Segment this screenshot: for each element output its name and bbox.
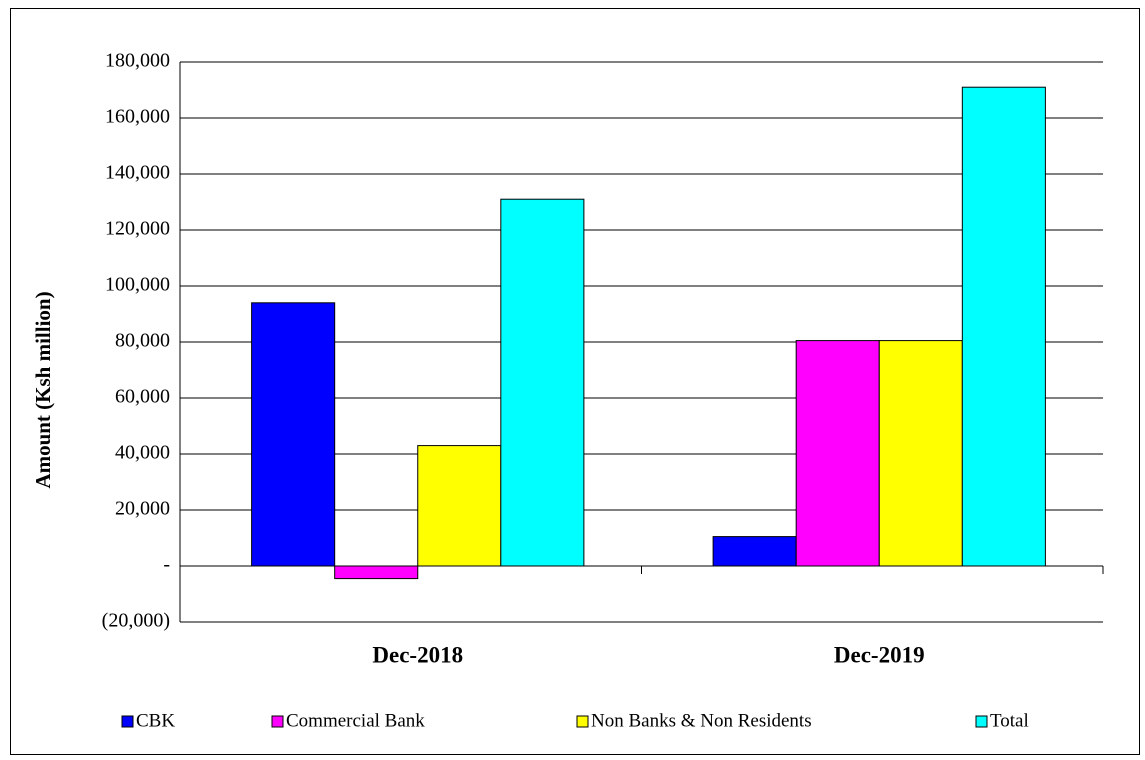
y-tick-label: 80,000 [115, 330, 170, 352]
y-tick-label: - [163, 554, 170, 576]
bar [795, 340, 880, 567]
x-tick-label: Dec-2019 [834, 642, 925, 667]
x-tick-label: Dec-2018 [372, 642, 463, 667]
y-tick-label: (20,000) [102, 610, 170, 632]
legend-label: Commercial Bank [286, 710, 425, 731]
bar [712, 536, 797, 567]
bar [961, 86, 1046, 567]
bar [500, 198, 585, 567]
bar [334, 565, 419, 580]
y-tick-label: 100,000 [105, 274, 170, 296]
bar [878, 340, 963, 567]
legend-label: CBK [136, 710, 175, 731]
y-tick-label: 20,000 [115, 498, 170, 520]
y-tick-label: 180,000 [105, 50, 170, 72]
y-tick-label: 160,000 [105, 106, 170, 128]
legend-label: Total [990, 710, 1029, 731]
legend-swatch [576, 715, 589, 728]
y-tick-label: 60,000 [115, 386, 170, 408]
bar [417, 445, 502, 567]
bar [251, 302, 336, 567]
legend-swatch [975, 715, 988, 728]
y-tick-label: 40,000 [115, 442, 170, 464]
y-tick-label: 120,000 [105, 218, 170, 240]
legend-swatch [271, 715, 284, 728]
y-tick-label: 140,000 [105, 162, 170, 184]
legend-label: Non Banks & Non Residents [591, 710, 812, 731]
legend-swatch [121, 715, 134, 728]
y-axis-label: Amount (Ksh million) [31, 291, 55, 488]
